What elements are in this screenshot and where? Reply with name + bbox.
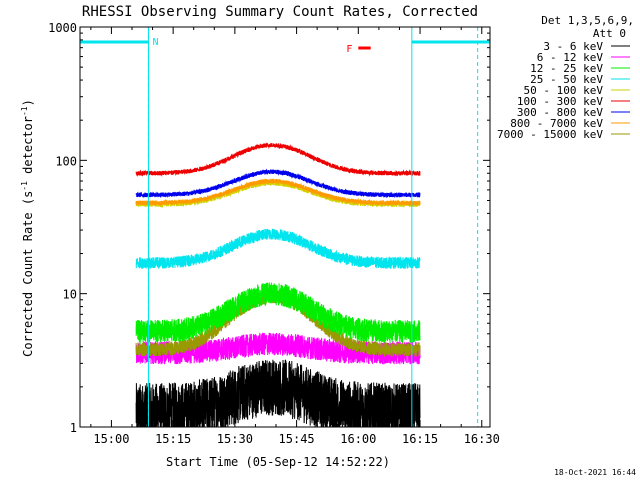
x-tick-label: 15:00 xyxy=(93,432,129,446)
legend-header-line: Det 1,3,5,6,9, xyxy=(541,14,634,27)
x-tick-label: 15:15 xyxy=(155,432,191,446)
chart-title: RHESSI Observing Summary Count Rates, Co… xyxy=(82,4,478,20)
y-label-part: Corrected Count Rate (s xyxy=(21,191,35,357)
night-flag-label: N xyxy=(152,37,158,48)
legend-label: 6 - 12 keV xyxy=(537,51,604,64)
y-label-part: ) xyxy=(21,99,35,106)
legend-label: 800 - 7000 keV xyxy=(510,117,603,130)
series-line-7 xyxy=(135,178,421,207)
x-tick-label: 15:45 xyxy=(279,432,315,446)
x-tick-label: 16:15 xyxy=(402,432,438,446)
series-line-5 xyxy=(135,142,421,178)
timestamp: 18-Oct-2021 16:44 xyxy=(554,468,636,477)
series-line-2 xyxy=(135,282,421,345)
y-axis-label: Corrected Count Rate (s-1 detector-1) xyxy=(20,99,35,357)
flare-flag-label: F xyxy=(346,44,352,55)
y-label-superscript: -1 xyxy=(20,106,29,116)
y-tick-label: 10 xyxy=(63,288,77,302)
legend-label: 100 - 300 keV xyxy=(517,95,603,108)
x-tick-label: 15:30 xyxy=(217,432,253,446)
legend-label: 12 - 25 keV xyxy=(530,62,603,75)
series-line-3 xyxy=(135,228,421,270)
plot-frame xyxy=(79,26,491,428)
series-line-6 xyxy=(135,168,421,199)
y-tick-label: 1 xyxy=(70,421,77,435)
legend-header-line: Att 0 xyxy=(593,27,626,40)
legend-label: 7000 - 15000 keV xyxy=(497,128,603,141)
y-tick-label: 1000 xyxy=(48,21,77,35)
y-tick-label: 100 xyxy=(55,154,77,168)
legend-label: 25 - 50 keV xyxy=(530,73,603,86)
series-line-0 xyxy=(135,359,421,428)
x-tick-label: 16:00 xyxy=(340,432,376,446)
y-label-superscript: -1 xyxy=(20,181,29,191)
legend-label: 3 - 6 keV xyxy=(543,40,603,53)
x-tick-label: 16:30 xyxy=(464,432,500,446)
series-layer xyxy=(135,142,421,428)
legend-label: 50 - 100 keV xyxy=(524,84,604,97)
legend-label: 300 - 800 keV xyxy=(517,106,603,119)
y-label-part: detector xyxy=(21,116,35,181)
axis-layer: 15:00 15:15 15:30 15:45 16:00 16:15 16:30 1 10 10… xyxy=(48,21,500,446)
x-axis-label: Start Time (05-Sep-12 14:52:22) xyxy=(166,455,390,469)
